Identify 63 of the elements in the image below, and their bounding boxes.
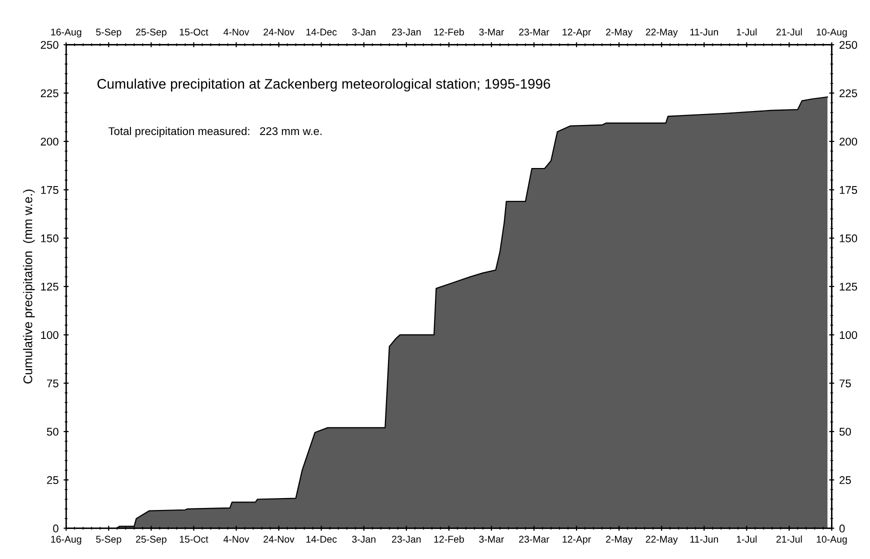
x2-tick-label: 24-Nov	[264, 536, 294, 543]
x2-tick-label: 23-Mar	[519, 536, 550, 543]
y2-tick-label: 50	[839, 428, 851, 436]
x2-tick-label: 2-May	[606, 536, 633, 545]
y2-tick-label: 25	[840, 476, 851, 484]
x-tick-label: 15-Oct	[180, 28, 208, 36]
text: Cumulative precipitation at Zackenberg meteorological station; 1995-1996	[97, 78, 550, 92]
x2-tick-label: 10-Aug	[816, 536, 847, 545]
x-tick-label: 3-Jan	[352, 28, 376, 36]
x2-tick-label: 14-Dec	[306, 536, 337, 543]
x2-tick-label: 22-May	[646, 536, 678, 545]
x-tick-label: 4-Nov	[224, 28, 250, 36]
x-tick-label: 12-Apr	[562, 28, 591, 38]
x2-tick-label: 3-Mar	[479, 536, 504, 543]
y-tick-label: 150	[41, 234, 58, 242]
x-tick-label: 16-Aug	[51, 28, 82, 38]
y-tick-label: 225	[40, 89, 58, 98]
x-tick-label: 5-Sep	[96, 28, 122, 38]
y2-tick-label: 75	[840, 380, 851, 388]
y-tick-label: 250	[40, 40, 58, 49]
y-tick-label: 0	[53, 524, 58, 532]
y-tick-label: 25	[47, 476, 58, 484]
x-tick-label: 23-Jan	[392, 28, 421, 36]
x2-tick-label: 5-Sep	[96, 536, 122, 545]
x2-tick-label: 12-Apr	[562, 536, 591, 545]
x2-tick-label: 11-Jun	[690, 536, 718, 543]
y2-tick-label: 125	[840, 282, 858, 291]
x-tick-label: 21-Jul	[776, 28, 802, 36]
x-tick-label: 1-Jul	[736, 28, 757, 36]
x-tick-label: 25-Sep	[136, 28, 166, 38]
y-tick-label: 175	[41, 186, 58, 194]
y-tick-label: 125	[41, 282, 58, 291]
x-tick-label: 2-May	[606, 28, 633, 38]
x-tick-label: 22-May	[646, 28, 678, 38]
x2-tick-label: 4-Nov	[224, 536, 250, 543]
annotation: Total precipitation measured: 223 mm w.e.	[108, 126, 322, 138]
x2-tick-label: 3-Jan	[352, 536, 376, 543]
x-tick-label: 23-Mar	[519, 28, 550, 36]
y-axis-title: Cumulative precipitation (mm w.e.)	[23, 190, 35, 384]
y2-tick-label: 250	[840, 40, 858, 49]
y2-tick-label: 100	[840, 331, 858, 339]
x2-tick-label: 23-Jan	[392, 536, 421, 543]
y-tick-label: 50	[46, 428, 58, 436]
y2-tick-label: 225	[840, 89, 858, 98]
y2-tick-label: 0	[839, 524, 845, 532]
y-tick-label: 200	[40, 138, 58, 146]
x2-tick-label: 12-Feb	[434, 536, 464, 543]
y2-tick-label: 200	[840, 138, 858, 146]
x2-tick-label: 15-Oct	[180, 536, 208, 543]
x2-tick-label: 16-Aug	[51, 536, 82, 545]
x-tick-label: 14-Dec	[306, 28, 337, 36]
x2-tick-label: 1-Jul	[736, 536, 757, 543]
x2-tick-label: 25-Sep	[136, 536, 166, 545]
x-tick-label: 12-Feb	[434, 28, 464, 36]
x2-tick-label: 21-Jul	[776, 536, 802, 543]
x-tick-label: 3-Mar	[479, 28, 504, 36]
y-tick-label: 100	[41, 331, 58, 339]
y2-tick-label: 150	[840, 234, 858, 242]
x-tick-label: 10-Aug	[816, 28, 847, 38]
x-tick-label: 11-Jun	[690, 28, 718, 36]
y-tick-label: 75	[47, 380, 58, 388]
y2-tick-label: 175	[840, 186, 858, 194]
x-tick-label: 24-Nov	[264, 28, 294, 36]
